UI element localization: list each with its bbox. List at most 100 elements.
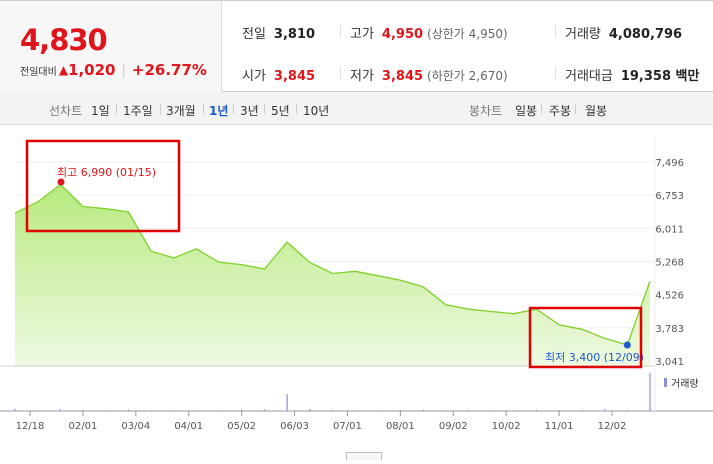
divider bbox=[233, 104, 234, 114]
current-price-box: 4,830 전일대비 ▲ 1,020 | +26.77% bbox=[0, 1, 222, 92]
candle-tab[interactable]: 주봉 bbox=[549, 104, 572, 118]
high-highlight-box bbox=[25, 139, 181, 233]
lower-limit: (하한가 2,670) bbox=[427, 69, 508, 83]
volume-bar bbox=[127, 409, 129, 411]
open-label: 시가 bbox=[242, 69, 266, 84]
low-point bbox=[623, 341, 631, 349]
candle-chart-label: 봉차트 bbox=[469, 104, 503, 118]
period-tab[interactable]: 1주일 bbox=[123, 104, 153, 118]
prev-close-value: 3,810 bbox=[273, 27, 316, 42]
amount-label: 거래대금 bbox=[565, 69, 613, 84]
volume-bar bbox=[536, 409, 538, 411]
candle-tab[interactable]: 일봉 bbox=[515, 104, 538, 118]
volume-legend: 거래량 bbox=[671, 378, 699, 390]
up-triangle-icon: ▲ bbox=[58, 63, 69, 77]
period-tab[interactable]: 3개월 bbox=[166, 104, 196, 118]
amount-value: 19,358 백만 bbox=[620, 69, 700, 84]
period-tab-active[interactable]: 1년 bbox=[209, 104, 229, 118]
divider bbox=[116, 104, 117, 114]
x-tick-label: 02/01 bbox=[68, 421, 97, 432]
open-value: 3,845 bbox=[273, 69, 316, 84]
x-tick-label: 12/02 bbox=[598, 421, 627, 432]
y-tick-label: 7,496 bbox=[655, 158, 684, 169]
y-tick-label: 5,268 bbox=[655, 258, 684, 269]
open-stat: 시가 3,845 bbox=[242, 65, 315, 84]
y-tick-label: 6,753 bbox=[655, 191, 684, 202]
x-tick-label: 07/01 bbox=[333, 421, 362, 432]
x-tick-label: 03/04 bbox=[121, 421, 150, 432]
y-tick-label: 4,526 bbox=[655, 291, 684, 302]
price-line bbox=[14, 183, 651, 346]
volume-bar bbox=[331, 409, 334, 411]
high-label: 고가 bbox=[350, 27, 374, 42]
divider bbox=[296, 104, 297, 114]
price-chart[interactable]: 7,496 6,753 6,011 5,268 4,526 3,783 3,041 12/1… bbox=[0, 126, 713, 460]
volume-legend-icon bbox=[664, 378, 667, 387]
y-tick-label: 3,041 bbox=[655, 357, 684, 368]
volume-bar bbox=[59, 409, 61, 411]
volume-bar bbox=[581, 409, 583, 411]
volume-bar bbox=[241, 409, 243, 411]
chart-resize-handle[interactable] bbox=[346, 452, 382, 460]
price-chart-svg: 7,496 6,753 6,011 5,268 4,526 3,783 3,041 12/1… bbox=[0, 136, 713, 432]
low-label: 저가 bbox=[350, 69, 374, 84]
x-tick-label: 06/03 bbox=[280, 421, 309, 432]
low-highlight-box bbox=[528, 306, 643, 369]
volume-bar bbox=[467, 409, 470, 411]
high-annotation: 최고 6,990 (01/15) bbox=[57, 166, 156, 179]
change-row: 전일대비 ▲ 1,020 | +26.77% bbox=[20, 61, 207, 79]
low-value: 3,845 bbox=[381, 69, 424, 84]
change-percent: +26.77% bbox=[131, 61, 207, 79]
x-tick-label: 05/02 bbox=[227, 421, 256, 432]
volume-bar bbox=[14, 408, 16, 411]
divider bbox=[264, 104, 265, 114]
stock-summary: 4,830 전일대비 ▲ 1,020 | +26.77% 전일 3,810 고가 4… bbox=[0, 0, 713, 92]
divider bbox=[555, 25, 556, 37]
price-area bbox=[15, 184, 650, 366]
volume-stat: 거래량 4,080,796 bbox=[565, 23, 682, 42]
divider bbox=[340, 67, 341, 79]
x-tick-label: 10/02 bbox=[492, 421, 521, 432]
volume-bar bbox=[649, 373, 651, 411]
volume-bar bbox=[309, 408, 311, 411]
low-annotation: 최저 3,400 (12/09) bbox=[545, 351, 644, 364]
low-stat: 저가 3,845 (하한가 2,670) bbox=[350, 65, 508, 84]
volume-bar bbox=[263, 409, 266, 411]
high-stat: 고가 4,950 (상한가 4,950) bbox=[350, 23, 508, 42]
amount-stat: 거래대금 19,358 백만 bbox=[565, 65, 699, 84]
prev-close-label: 전일 bbox=[242, 27, 266, 42]
volume-bar bbox=[286, 394, 288, 411]
period-tab[interactable]: 3년 bbox=[240, 104, 259, 118]
volume-bar bbox=[626, 409, 628, 411]
period-tab[interactable]: 5년 bbox=[271, 104, 290, 118]
x-tick-label: 12/18 bbox=[16, 421, 45, 432]
volume-bar bbox=[422, 409, 424, 411]
change-divider: | bbox=[121, 62, 126, 78]
period-tab[interactable]: 1일 bbox=[91, 104, 110, 118]
high-value: 4,950 bbox=[381, 27, 424, 42]
period-tab[interactable]: 10년 bbox=[303, 104, 330, 118]
divider bbox=[160, 104, 161, 114]
upper-limit: (상한가 4,950) bbox=[427, 27, 508, 41]
change-value: 1,020 bbox=[68, 61, 116, 79]
prev-close-stat: 전일 3,810 bbox=[242, 23, 315, 42]
volume-label: 거래량 bbox=[565, 27, 601, 42]
line-chart-label: 선차트 bbox=[49, 104, 83, 118]
divider bbox=[340, 25, 341, 37]
divider bbox=[203, 104, 204, 114]
volume-value: 4,080,796 bbox=[608, 27, 683, 42]
x-tick-label: 11/01 bbox=[545, 421, 574, 432]
high-point bbox=[57, 178, 65, 186]
divider bbox=[555, 67, 556, 79]
x-tick-label: 09/02 bbox=[439, 421, 468, 432]
chart-toolbar: 선차트 1일 1주일 3개월 1년 3년 5년 10년 봉차트 일봉 주봉 월봉 bbox=[0, 92, 713, 125]
divider bbox=[541, 104, 542, 114]
volume-bar bbox=[604, 409, 606, 411]
x-tick-label: 08/01 bbox=[386, 421, 415, 432]
change-label: 전일대비 bbox=[20, 66, 57, 78]
candle-tab[interactable]: 월봉 bbox=[585, 104, 608, 118]
divider bbox=[575, 104, 576, 114]
current-price: 4,830 bbox=[20, 23, 108, 57]
y-tick-label: 3,783 bbox=[655, 324, 684, 335]
volume-bar bbox=[82, 409, 84, 411]
